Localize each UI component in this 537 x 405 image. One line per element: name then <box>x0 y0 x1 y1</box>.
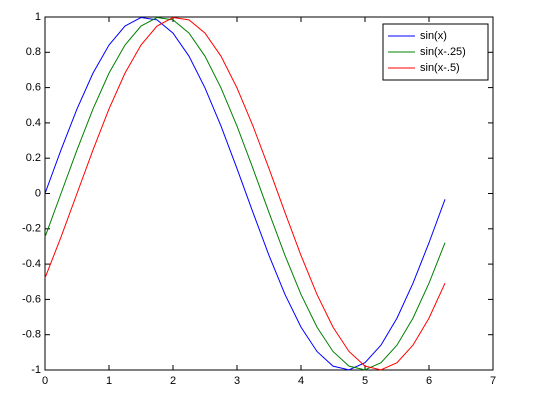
y-tick-label: 0.6 <box>26 82 41 94</box>
legend-label: sin(x-.5) <box>420 62 460 74</box>
x-tick-label: 7 <box>490 375 496 387</box>
x-tick-label: 2 <box>170 375 176 387</box>
x-tick-label: 6 <box>426 375 432 387</box>
legend-label: sin(x) <box>420 30 447 42</box>
series-line <box>44 17 446 371</box>
x-tick-label: 4 <box>298 375 304 387</box>
y-tick-label: -0.8 <box>22 329 41 341</box>
y-tick-label: 0.2 <box>26 152 41 164</box>
y-tick-label: -0.2 <box>22 223 41 235</box>
y-tick-label: 0.4 <box>26 117 41 129</box>
y-tick-label: 1 <box>35 11 41 23</box>
x-tick-label: 3 <box>234 375 240 387</box>
y-tick-label: 0.8 <box>26 46 41 58</box>
y-tick-label: -1 <box>31 364 41 376</box>
series-line <box>44 17 446 371</box>
x-tick-label: 5 <box>362 375 368 387</box>
x-tick-label: 0 <box>42 375 48 387</box>
y-tick-label: 0 <box>35 187 41 199</box>
x-tick-label: 1 <box>106 375 112 387</box>
series-line <box>44 17 446 371</box>
y-tick-label: -0.4 <box>22 258 41 270</box>
y-tick-label: -0.6 <box>22 293 41 305</box>
legend-label: sin(x-.25) <box>420 46 466 58</box>
